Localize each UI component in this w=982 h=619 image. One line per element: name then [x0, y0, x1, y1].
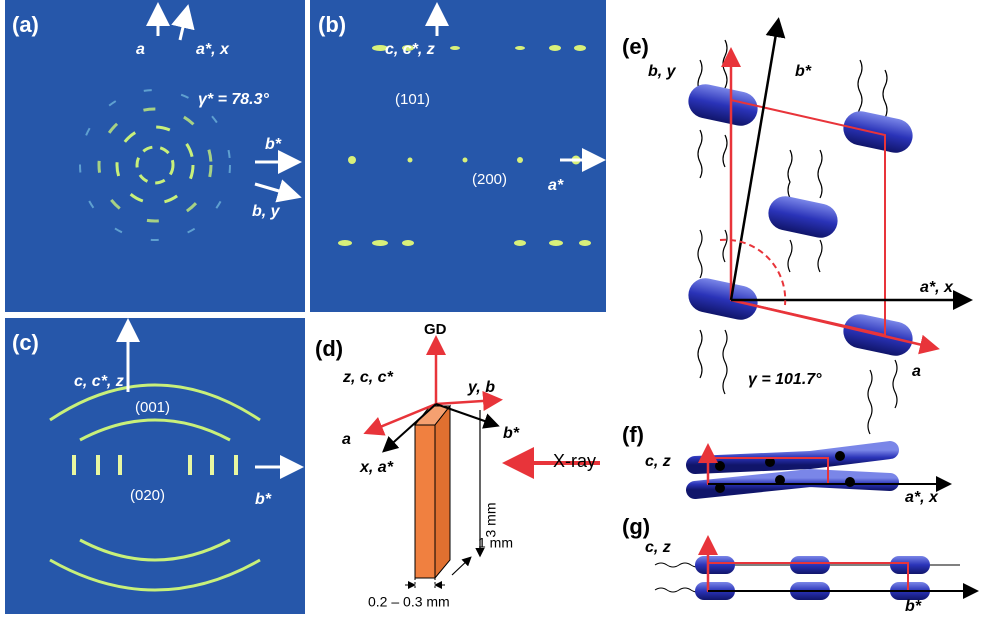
dimension-label: 3 mm	[483, 503, 499, 538]
panel-g: (g) c, z b*	[622, 514, 979, 615]
diffraction-rings	[79, 89, 231, 241]
miller-index: (020)	[130, 487, 165, 504]
axis-label: a*	[548, 177, 564, 194]
axis-label: c, z	[645, 539, 671, 556]
panel-label: (d)	[315, 336, 343, 361]
panel-label: (e)	[622, 34, 649, 59]
miller-index: (101)	[395, 91, 430, 108]
dimension-label: 0.2 – 0.3 mm	[368, 594, 450, 610]
axis-label: b, y	[648, 63, 677, 80]
axis-label: a	[342, 431, 351, 448]
miller-index: (001)	[135, 399, 170, 416]
axis-label: a	[136, 41, 145, 58]
beam-label: X-ray	[553, 451, 596, 471]
panel-c: (c) c, c*, z (001) (020) b*	[5, 318, 305, 614]
axis-label: c, z	[645, 453, 671, 470]
side-chains	[697, 39, 898, 435]
direction-label: GD	[424, 321, 447, 338]
axis-label: a	[912, 363, 921, 380]
panel-label: (f)	[622, 422, 644, 447]
axis-label: a*, x	[905, 489, 939, 506]
panel-label: (b)	[318, 12, 346, 37]
axis-label: b*	[905, 598, 922, 615]
axis-label: x, a*	[359, 459, 394, 476]
axis-label: b, y	[252, 203, 281, 220]
panel-label: (a)	[12, 12, 39, 37]
miller-index: (200)	[472, 171, 507, 188]
axis-label: b*	[255, 491, 272, 508]
axis-label: z, c, c*	[342, 369, 394, 386]
dimension-label: 1 mm	[478, 535, 513, 551]
axis-label: b*	[795, 63, 812, 80]
panel-label: (g)	[622, 514, 650, 539]
axis-label: a*, x	[196, 41, 230, 58]
axis-label: y, b	[467, 379, 495, 396]
angle-label: γ = 101.7°	[748, 371, 822, 388]
panel-a: (a) a a*, x γ* = 78.3° b* b, y	[5, 0, 305, 312]
panel-f: (f) c, z a*, x	[622, 422, 952, 506]
axis-label: a*, x	[920, 279, 954, 296]
angle-label: γ* = 78.3°	[198, 91, 270, 108]
axis-label: c, c*, z	[385, 41, 435, 58]
panel-d: (d) GD z, c, c* y, b a b* x, a* 3 mm X-r…	[315, 321, 600, 610]
axis-label: c, c*, z	[74, 373, 124, 390]
axis-label: b*	[265, 136, 282, 153]
panel-label: (c)	[12, 330, 39, 355]
panel-b: (b) c, c*, z (101) (200) a*	[310, 0, 606, 312]
diffraction-rings	[49, 383, 261, 592]
panel-e: (e) b, y b* a*, x γ = 101.7° a	[622, 17, 973, 435]
axis-label: b*	[503, 425, 520, 442]
